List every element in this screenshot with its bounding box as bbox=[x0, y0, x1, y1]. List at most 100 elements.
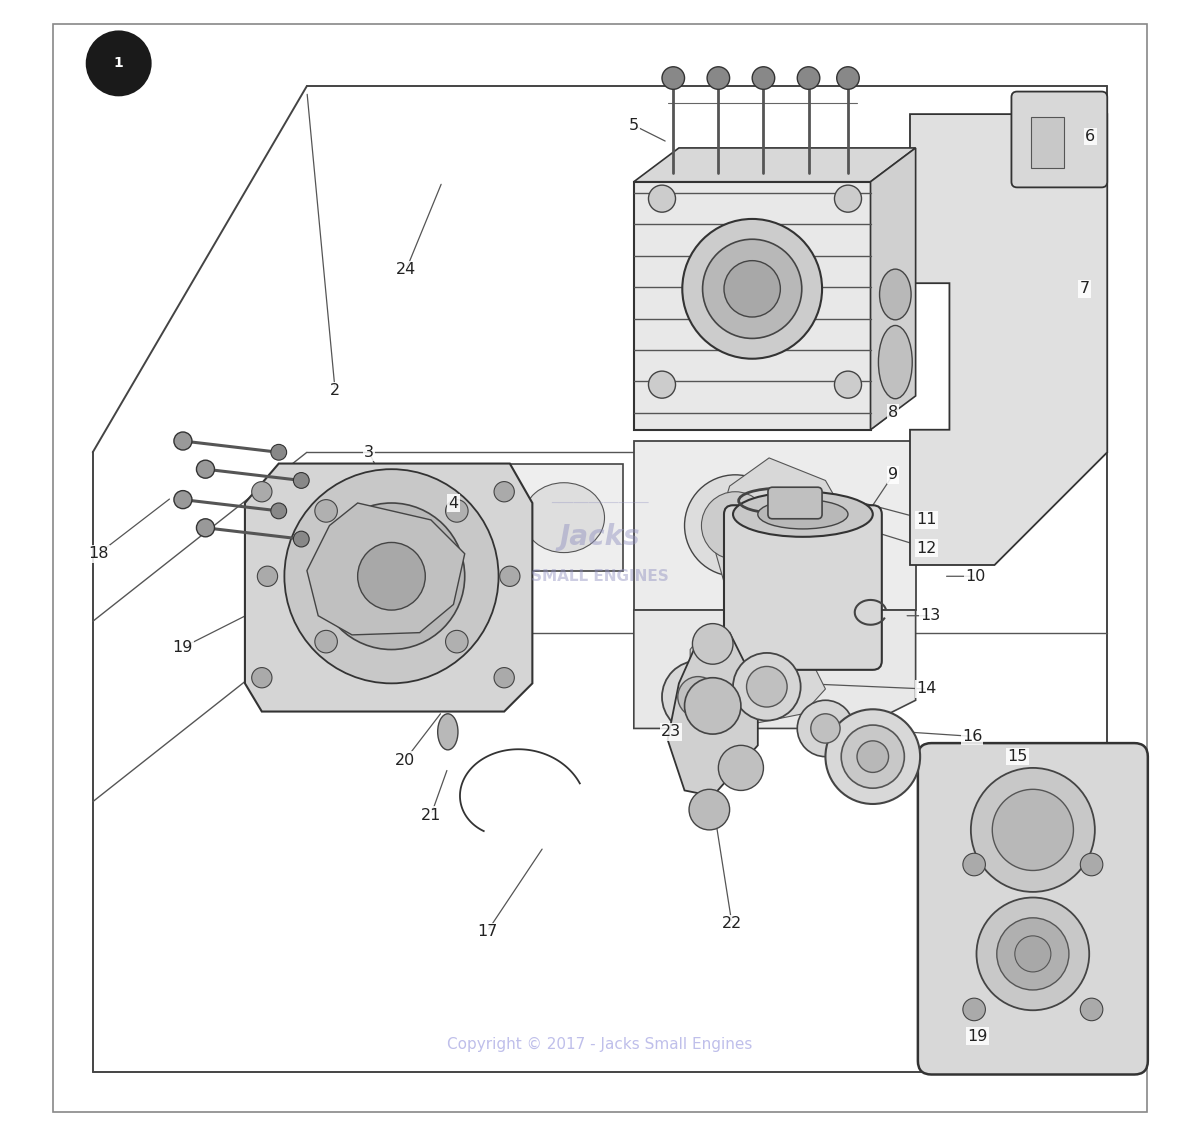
Circle shape bbox=[962, 998, 985, 1020]
Ellipse shape bbox=[880, 269, 911, 320]
Circle shape bbox=[314, 499, 337, 522]
Circle shape bbox=[445, 499, 468, 522]
Text: ─────────────: ───────────── bbox=[551, 496, 649, 510]
Ellipse shape bbox=[523, 483, 605, 553]
Circle shape bbox=[293, 472, 310, 488]
Circle shape bbox=[683, 219, 822, 358]
Text: 21: 21 bbox=[421, 808, 442, 823]
Circle shape bbox=[719, 746, 763, 791]
Text: 22: 22 bbox=[721, 916, 742, 931]
Circle shape bbox=[314, 631, 337, 653]
Circle shape bbox=[971, 768, 1094, 892]
Circle shape bbox=[707, 67, 730, 89]
Circle shape bbox=[252, 481, 272, 502]
Circle shape bbox=[811, 714, 840, 744]
Text: Jacks: Jacks bbox=[559, 523, 641, 550]
Text: 8: 8 bbox=[888, 406, 899, 420]
Circle shape bbox=[174, 432, 192, 450]
Text: 20: 20 bbox=[395, 753, 415, 767]
Circle shape bbox=[271, 503, 287, 519]
Text: 11: 11 bbox=[917, 512, 937, 528]
Circle shape bbox=[662, 67, 684, 89]
Text: SMALL ENGINES: SMALL ENGINES bbox=[532, 568, 668, 584]
Circle shape bbox=[797, 67, 820, 89]
Circle shape bbox=[305, 518, 400, 612]
Ellipse shape bbox=[878, 325, 912, 399]
Text: 14: 14 bbox=[917, 681, 937, 696]
Ellipse shape bbox=[733, 492, 872, 537]
Circle shape bbox=[992, 790, 1074, 870]
Text: 19: 19 bbox=[967, 1028, 988, 1044]
Polygon shape bbox=[690, 627, 826, 723]
Circle shape bbox=[977, 897, 1090, 1010]
Polygon shape bbox=[713, 458, 848, 605]
Circle shape bbox=[752, 67, 775, 89]
Circle shape bbox=[1080, 853, 1103, 876]
Text: 16: 16 bbox=[961, 729, 982, 744]
Circle shape bbox=[323, 536, 382, 594]
Circle shape bbox=[197, 519, 215, 537]
Circle shape bbox=[648, 185, 676, 212]
Circle shape bbox=[174, 490, 192, 509]
FancyBboxPatch shape bbox=[768, 487, 822, 519]
Circle shape bbox=[689, 790, 730, 829]
Circle shape bbox=[692, 624, 733, 664]
Circle shape bbox=[678, 677, 719, 718]
Circle shape bbox=[702, 492, 769, 559]
Polygon shape bbox=[414, 514, 481, 599]
Polygon shape bbox=[910, 114, 1108, 565]
Polygon shape bbox=[634, 441, 916, 610]
Circle shape bbox=[494, 668, 515, 688]
Circle shape bbox=[284, 469, 498, 684]
Polygon shape bbox=[870, 148, 916, 429]
Text: 24: 24 bbox=[396, 262, 416, 277]
Circle shape bbox=[684, 475, 786, 576]
Text: 4: 4 bbox=[449, 495, 458, 511]
Circle shape bbox=[702, 240, 802, 338]
Circle shape bbox=[257, 566, 277, 586]
Circle shape bbox=[724, 261, 780, 318]
Circle shape bbox=[445, 631, 468, 653]
Text: 10: 10 bbox=[965, 568, 985, 584]
Circle shape bbox=[662, 661, 734, 733]
Circle shape bbox=[293, 531, 310, 547]
Circle shape bbox=[648, 371, 676, 398]
Circle shape bbox=[857, 741, 888, 773]
Polygon shape bbox=[634, 610, 916, 729]
Ellipse shape bbox=[426, 531, 469, 581]
Circle shape bbox=[1015, 936, 1051, 972]
Polygon shape bbox=[634, 182, 870, 429]
Circle shape bbox=[1080, 998, 1103, 1020]
Polygon shape bbox=[667, 633, 758, 796]
Circle shape bbox=[271, 444, 287, 460]
Ellipse shape bbox=[438, 714, 458, 750]
Circle shape bbox=[358, 542, 425, 610]
Ellipse shape bbox=[758, 499, 848, 529]
Circle shape bbox=[834, 185, 862, 212]
Text: 12: 12 bbox=[917, 540, 937, 556]
Circle shape bbox=[494, 481, 515, 502]
Circle shape bbox=[746, 667, 787, 707]
Circle shape bbox=[499, 566, 520, 586]
Circle shape bbox=[962, 853, 985, 876]
Circle shape bbox=[252, 668, 272, 688]
Circle shape bbox=[88, 32, 150, 95]
Circle shape bbox=[684, 678, 740, 734]
Text: Copyright © 2017 - Jacks Small Engines: Copyright © 2017 - Jacks Small Engines bbox=[448, 1036, 752, 1052]
Text: 3: 3 bbox=[364, 445, 374, 460]
Circle shape bbox=[841, 725, 905, 789]
Circle shape bbox=[836, 67, 859, 89]
FancyBboxPatch shape bbox=[918, 744, 1148, 1075]
Text: 15: 15 bbox=[1007, 749, 1027, 764]
Circle shape bbox=[997, 918, 1069, 990]
Text: 18: 18 bbox=[88, 546, 109, 562]
Polygon shape bbox=[307, 503, 464, 635]
Text: 7: 7 bbox=[1080, 281, 1090, 296]
Circle shape bbox=[826, 710, 920, 803]
Text: 5: 5 bbox=[629, 118, 638, 133]
Text: 23: 23 bbox=[661, 724, 682, 739]
Text: 19: 19 bbox=[173, 640, 193, 654]
FancyBboxPatch shape bbox=[1012, 92, 1108, 188]
Text: 2: 2 bbox=[330, 383, 340, 398]
Text: 1: 1 bbox=[114, 56, 124, 70]
